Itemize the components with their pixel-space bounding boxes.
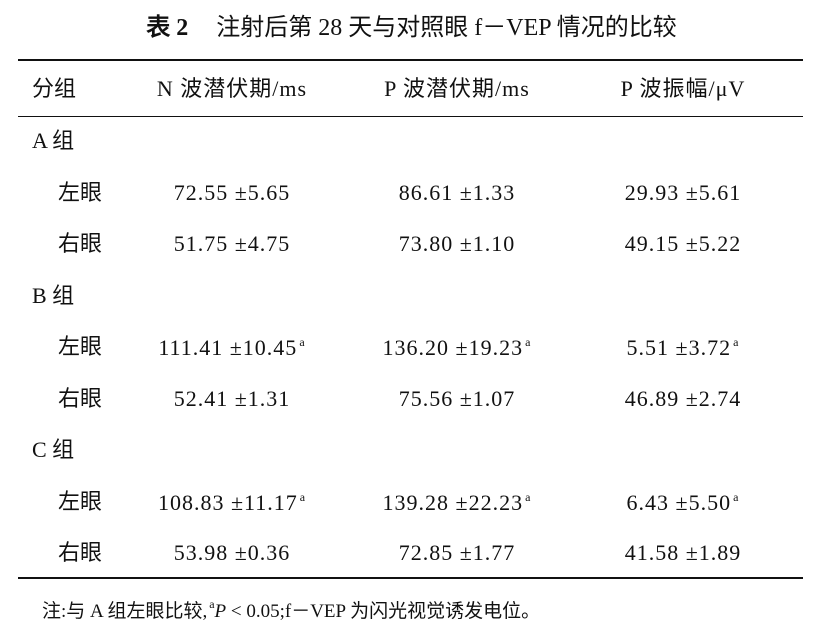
row-label: 左眼	[58, 488, 103, 514]
value-cell: 111.41 ±10.45 a	[158, 336, 305, 359]
significance-mark: a	[525, 335, 532, 349]
bottom-rule	[18, 577, 803, 579]
value-cell: 139.28 ±22.23 a	[383, 491, 532, 514]
row-label: 左眼	[58, 334, 103, 359]
table-number: 表 2	[146, 15, 189, 41]
value-text: 53.98 ±0.36	[173, 540, 291, 565]
significance-mark: a	[299, 335, 306, 349]
value-text: 72.85 ±1.77	[398, 540, 516, 565]
value-cell: 6.43 ±5.50 a	[627, 491, 740, 514]
title: 表 2 注射后第 28 天与对照眼 f－VEP 情况的比较	[0, 16, 823, 40]
value-cell: 136.20 ±19.23 a	[383, 336, 532, 359]
value-text: 5.51 ±3.72	[626, 335, 732, 360]
value-cell: 72.85 ±1.77	[399, 542, 516, 564]
row-label: 右眼	[58, 231, 103, 256]
significance-mark: a	[733, 335, 740, 349]
value-text: 111.41 ±10.45	[158, 335, 298, 360]
value-text: 51.75 ±4.75	[173, 231, 291, 256]
title-text: 注射后第 28 天与对照眼 f－VEP 情况的比较	[216, 15, 677, 41]
header-cell: P 波潜伏期/ms	[384, 76, 530, 101]
value-text: 139.28 ±22.23	[382, 489, 524, 515]
value-text: 136.20 ±19.23	[382, 335, 524, 360]
value-text: 72.55 ±5.65	[173, 179, 291, 205]
value-cell: 86.61 ±1.33	[398, 179, 516, 205]
note-suffix: < 0.05;f－VEP 为闪光视觉诱发电位。	[226, 601, 541, 622]
row-label: 右眼	[58, 540, 103, 565]
value-cell: 108.83 ±11.17 a	[158, 491, 306, 514]
header-cell: P 波振幅/μV	[620, 76, 746, 101]
significance-mark: a	[299, 489, 307, 504]
value-cell: 72.55 ±5.65	[173, 179, 291, 205]
value-text: 86.61 ±1.33	[398, 179, 516, 205]
note-sup: a	[209, 597, 215, 611]
significance-mark: a	[525, 489, 532, 504]
row-label: 右眼	[58, 385, 103, 411]
value-cell: 49.15 ±5.22	[625, 233, 742, 255]
value-cell: 51.75 ±4.75	[174, 233, 291, 255]
value-text: 73.80 ±1.10	[398, 231, 516, 256]
header-cell: 分组	[32, 76, 77, 101]
top-rule	[18, 59, 803, 61]
value-text: 6.43 ±5.50	[626, 489, 732, 515]
value-text: 52.41 ±1.31	[173, 385, 291, 411]
value-cell: 46.89 ±2.74	[624, 385, 742, 411]
note-prefix: 注:与 A 组左眼比较,	[42, 601, 208, 622]
value-text: 75.56 ±1.07	[398, 385, 516, 411]
value-text: 49.15 ±5.22	[624, 231, 742, 256]
row-label: 左眼	[58, 179, 103, 205]
header-rule	[18, 116, 803, 117]
value-cell: 41.58 ±1.89	[625, 542, 742, 564]
value-cell: 5.51 ±3.72 a	[627, 336, 740, 359]
value-text: 41.58 ±1.89	[624, 540, 742, 565]
significance-mark: a	[733, 489, 740, 504]
note-italic: P	[214, 601, 227, 622]
note: 注:与 A 组左眼比较, aP < 0.05;f－VEP 为闪光视觉诱发电位。	[42, 598, 540, 621]
value-cell: 29.93 ±5.61	[624, 179, 742, 205]
value-text: 108.83 ±11.17	[157, 489, 298, 515]
value-cell: 75.56 ±1.07	[398, 385, 516, 411]
value-cell: 73.80 ±1.10	[399, 233, 516, 255]
value-text: 46.89 ±2.74	[624, 385, 742, 411]
group-label: A 组	[32, 128, 75, 153]
value-text: 29.93 ±5.61	[624, 179, 742, 205]
value-cell: 52.41 ±1.31	[173, 385, 291, 411]
header-cell: N 波潜伏期/ms	[156, 76, 308, 101]
group-label: C 组	[32, 437, 75, 462]
value-cell: 53.98 ±0.36	[174, 542, 291, 564]
group-label: B 组	[32, 282, 75, 308]
